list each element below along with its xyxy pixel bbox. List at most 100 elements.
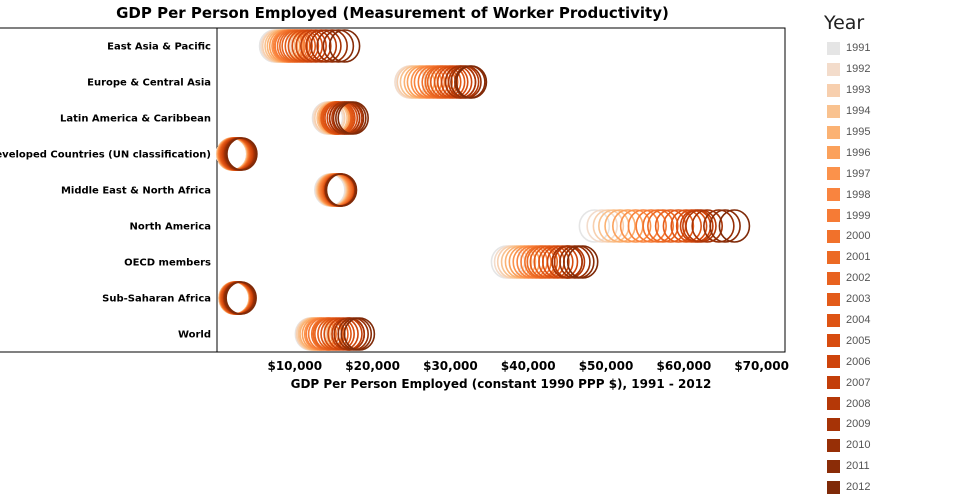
x-tick-label: $10,000 bbox=[267, 359, 322, 373]
data-point[interactable] bbox=[226, 137, 258, 171]
data-point[interactable] bbox=[343, 317, 376, 351]
data-point[interactable] bbox=[703, 209, 735, 243]
x-tick-label: $70,000 bbox=[734, 359, 789, 373]
legend-label: 1999 bbox=[846, 209, 871, 222]
legend-item[interactable]: 2005 bbox=[822, 330, 962, 351]
data-point[interactable] bbox=[316, 29, 348, 63]
legend-swatch bbox=[827, 146, 840, 160]
legend-swatch bbox=[827, 459, 840, 473]
category-label: Middle East & North Africa bbox=[61, 186, 211, 197]
legend-label: 2006 bbox=[846, 355, 871, 368]
data-point[interactable] bbox=[300, 29, 332, 63]
legend-item[interactable]: 2010 bbox=[822, 435, 962, 456]
legend-item[interactable]: 2000 bbox=[822, 226, 962, 247]
legend-item[interactable]: 2012 bbox=[822, 477, 962, 498]
legend-swatch bbox=[827, 355, 840, 369]
legend-item[interactable]: 2009 bbox=[822, 414, 962, 435]
legend-label: 2004 bbox=[846, 314, 871, 327]
legend-swatch bbox=[827, 41, 840, 55]
data-point[interactable] bbox=[670, 209, 702, 243]
data-point[interactable] bbox=[662, 209, 695, 243]
data-point[interactable] bbox=[328, 29, 361, 63]
legend-item[interactable]: 1993 bbox=[822, 80, 962, 101]
plot-frame bbox=[0, 27, 786, 353]
legend-item[interactable]: 1997 bbox=[822, 163, 962, 184]
legend-item[interactable]: 1996 bbox=[822, 142, 962, 163]
legend-swatch bbox=[827, 104, 840, 118]
category-label: East Asia & Pacific bbox=[107, 42, 211, 53]
legend-label: 1998 bbox=[846, 188, 871, 201]
data-point[interactable] bbox=[709, 209, 741, 243]
category-label: North America bbox=[129, 222, 211, 233]
data-point[interactable] bbox=[685, 209, 717, 243]
legend-item[interactable]: 1998 bbox=[822, 184, 962, 205]
legend-swatch bbox=[827, 480, 840, 494]
legend-item[interactable]: 2002 bbox=[822, 268, 962, 289]
data-point[interactable] bbox=[647, 209, 679, 243]
data-point[interactable] bbox=[322, 29, 355, 63]
legend-swatch bbox=[827, 125, 840, 139]
data-point[interactable] bbox=[604, 209, 636, 243]
data-point[interactable] bbox=[225, 281, 257, 315]
data-point[interactable] bbox=[455, 65, 488, 99]
legend-item[interactable]: 1992 bbox=[822, 59, 962, 80]
data-point[interactable] bbox=[444, 65, 477, 99]
data-point[interactable] bbox=[340, 317, 373, 351]
legend-item[interactable]: 2007 bbox=[822, 372, 962, 393]
plot-area bbox=[216, 27, 786, 353]
legend-item[interactable]: 2001 bbox=[822, 247, 962, 268]
legend-item[interactable]: 2003 bbox=[822, 289, 962, 310]
data-point[interactable] bbox=[619, 209, 652, 243]
x-axis-ticks: $10,000 $20,000 $30,000 $40,000 $50,000 $60,0… bbox=[267, 359, 789, 373]
legend-swatch bbox=[827, 209, 840, 223]
legend-swatch bbox=[827, 250, 840, 264]
data-point[interactable] bbox=[337, 101, 369, 135]
legend-swatch bbox=[827, 62, 840, 76]
legend-swatch bbox=[827, 188, 840, 202]
legend-swatch bbox=[827, 438, 840, 452]
legend-swatch bbox=[827, 397, 840, 411]
data-point[interactable] bbox=[394, 65, 426, 99]
data-point[interactable] bbox=[586, 209, 618, 243]
legend-label: 2011 bbox=[846, 460, 870, 473]
x-tick-label: $60,000 bbox=[657, 359, 712, 373]
legend-swatch bbox=[827, 271, 840, 285]
legend-item[interactable]: 2008 bbox=[822, 393, 962, 414]
data-point[interactable] bbox=[310, 29, 342, 63]
data-point[interactable] bbox=[566, 245, 599, 279]
legend-label: 2005 bbox=[846, 334, 871, 347]
data-point[interactable] bbox=[551, 245, 583, 279]
legend-label: 2009 bbox=[846, 418, 871, 431]
data-point[interactable] bbox=[592, 209, 625, 243]
legend-label: 2007 bbox=[846, 376, 871, 389]
legend-label: 1992 bbox=[846, 63, 871, 76]
legend-item[interactable]: 2011 bbox=[822, 456, 962, 477]
legend-item[interactable]: 1995 bbox=[822, 122, 962, 143]
data-point[interactable] bbox=[691, 209, 723, 243]
chart-marks bbox=[215, 29, 751, 351]
x-tick-label: $30,000 bbox=[423, 359, 478, 373]
legend-swatch bbox=[827, 376, 840, 390]
x-tick-label: $20,000 bbox=[345, 359, 400, 373]
legend-label: 2000 bbox=[846, 230, 871, 243]
x-tick-label: $40,000 bbox=[501, 359, 556, 373]
data-point[interactable] bbox=[578, 209, 611, 243]
legend-item[interactable]: 1991 bbox=[822, 38, 962, 59]
legend-swatch bbox=[827, 334, 840, 348]
legend-label: 2008 bbox=[846, 397, 871, 410]
legend-item[interactable]: 1999 bbox=[822, 205, 962, 226]
legend-item[interactable]: 2006 bbox=[822, 351, 962, 372]
chart-title: GDP Per Person Employed (Measurement of … bbox=[116, 4, 669, 22]
category-label: OECD members bbox=[124, 258, 211, 269]
legend-item[interactable]: 2004 bbox=[822, 310, 962, 331]
legend-items: 1991 1992 1993 1994 1995 1996 1997 1998 1999 2000… bbox=[822, 38, 962, 498]
data-point[interactable] bbox=[635, 209, 667, 243]
x-axis-title: GDP Per Person Employed (constant 1990 P… bbox=[291, 377, 712, 391]
data-point[interactable] bbox=[718, 209, 751, 243]
legend-label: 1994 bbox=[846, 105, 871, 118]
legend-swatch bbox=[827, 417, 840, 431]
data-point[interactable] bbox=[325, 173, 358, 207]
category-label: Latin America & Caribbean bbox=[60, 114, 211, 125]
legend-item[interactable]: 1994 bbox=[822, 101, 962, 122]
data-point[interactable] bbox=[627, 209, 660, 243]
